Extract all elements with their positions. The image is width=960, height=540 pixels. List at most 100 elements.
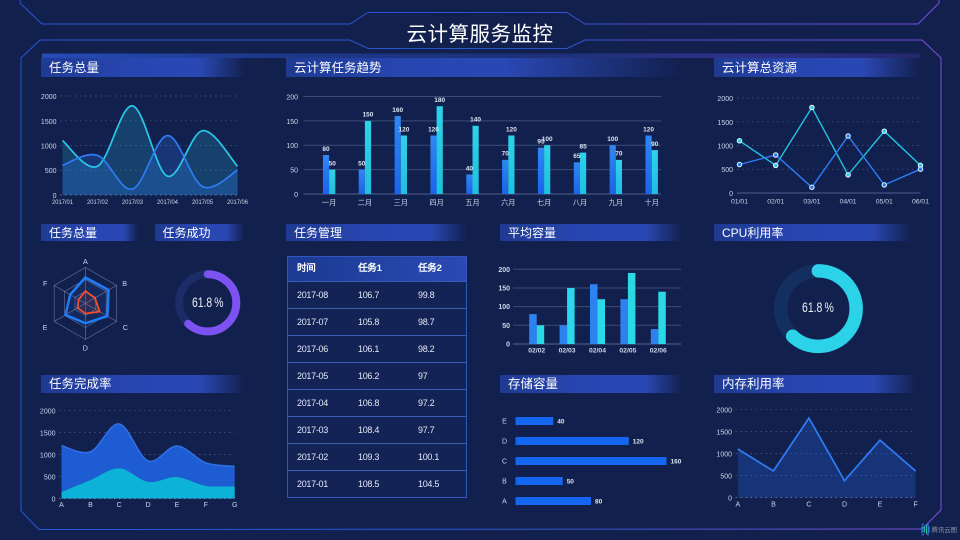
- svg-text:01/01: 01/01: [731, 199, 748, 206]
- svg-text:200: 200: [286, 95, 298, 102]
- svg-text:06/01: 06/01: [912, 199, 929, 206]
- svg-text:150: 150: [498, 286, 510, 293]
- svg-text:61.8 %: 61.8 %: [802, 300, 834, 315]
- svg-text:03/01: 03/01: [803, 199, 820, 206]
- svg-text:二月: 二月: [358, 198, 372, 207]
- svg-text:G: G: [232, 502, 237, 509]
- svg-text:0: 0: [53, 193, 57, 200]
- svg-text:腾讯云图: 腾讯云图: [932, 525, 958, 534]
- svg-text:C: C: [806, 502, 811, 509]
- svg-text:50: 50: [358, 160, 366, 167]
- svg-text:三月: 三月: [394, 198, 408, 207]
- svg-text:2017/02: 2017/02: [87, 199, 108, 206]
- svg-text:E: E: [43, 323, 48, 332]
- svg-text:90: 90: [651, 141, 659, 148]
- svg-text:95: 95: [537, 139, 545, 146]
- svg-text:02/01: 02/01: [767, 199, 784, 206]
- svg-text:0: 0: [506, 342, 510, 349]
- svg-text:500: 500: [45, 168, 57, 175]
- svg-text:E: E: [175, 502, 180, 509]
- svg-text:02/03: 02/03: [559, 348, 576, 355]
- svg-text:05/01: 05/01: [876, 199, 893, 206]
- svg-text:D: D: [83, 343, 88, 352]
- svg-text:十月: 十月: [645, 198, 659, 207]
- svg-text:1500: 1500: [41, 119, 57, 126]
- svg-text:50: 50: [290, 168, 298, 175]
- svg-text:B: B: [122, 279, 127, 288]
- svg-text:A: A: [83, 257, 88, 266]
- svg-text:85: 85: [579, 143, 587, 150]
- svg-text:2017/04: 2017/04: [157, 199, 178, 206]
- svg-text:B: B: [502, 479, 507, 486]
- svg-text:0: 0: [52, 497, 56, 504]
- svg-text:B: B: [771, 502, 776, 509]
- svg-text:0: 0: [728, 496, 732, 503]
- svg-text:D: D: [146, 502, 151, 509]
- svg-text:120: 120: [506, 126, 517, 133]
- svg-text:2017/03: 2017/03: [122, 199, 143, 206]
- svg-text:180: 180: [434, 97, 445, 104]
- svg-text:1500: 1500: [717, 120, 733, 127]
- svg-text:61.8 %: 61.8 %: [192, 295, 224, 310]
- svg-text:E: E: [502, 419, 507, 426]
- svg-text:2017/01: 2017/01: [52, 199, 73, 206]
- svg-text:E: E: [878, 502, 883, 509]
- svg-text:C: C: [117, 502, 122, 509]
- svg-text:02/05: 02/05: [619, 348, 636, 355]
- svg-text:F: F: [43, 279, 48, 288]
- svg-text:2017/06: 2017/06: [227, 199, 248, 206]
- svg-text:100: 100: [607, 136, 618, 143]
- svg-text:1000: 1000: [40, 452, 56, 459]
- svg-text:150: 150: [363, 112, 374, 119]
- svg-text:200: 200: [498, 267, 510, 274]
- svg-text:02/06: 02/06: [650, 348, 667, 355]
- svg-text:40: 40: [557, 419, 565, 426]
- svg-text:50: 50: [567, 479, 575, 486]
- svg-text:1000: 1000: [716, 451, 732, 458]
- svg-text:500: 500: [44, 474, 56, 481]
- svg-text:1000: 1000: [41, 144, 57, 151]
- svg-text:C: C: [123, 323, 128, 332]
- svg-text:A: A: [59, 502, 64, 509]
- svg-text:A: A: [735, 502, 740, 509]
- svg-text:80: 80: [322, 146, 330, 153]
- svg-text:F: F: [913, 502, 917, 509]
- svg-text:A: A: [502, 499, 507, 506]
- svg-text:一月: 一月: [322, 198, 336, 207]
- svg-text:D: D: [502, 439, 507, 446]
- svg-text:70: 70: [615, 151, 623, 158]
- svg-text:八月: 八月: [573, 198, 587, 207]
- svg-text:100: 100: [542, 136, 553, 143]
- svg-text:150: 150: [286, 119, 298, 126]
- svg-text:九月: 九月: [609, 198, 623, 207]
- svg-text:40: 40: [466, 165, 474, 172]
- svg-text:六月: 六月: [501, 198, 515, 207]
- svg-text:100: 100: [286, 143, 298, 150]
- svg-text:B: B: [88, 502, 93, 509]
- svg-text:140: 140: [470, 117, 481, 124]
- svg-text:D: D: [842, 502, 847, 509]
- svg-text:65: 65: [573, 153, 581, 160]
- svg-text:50: 50: [329, 160, 337, 167]
- svg-text:2017/05: 2017/05: [192, 199, 213, 206]
- svg-text:80: 80: [595, 499, 603, 506]
- svg-text:100: 100: [498, 304, 510, 311]
- svg-text:120: 120: [643, 126, 654, 133]
- svg-text:F: F: [204, 502, 208, 509]
- svg-text:120: 120: [428, 126, 439, 133]
- svg-text:C: C: [502, 459, 507, 466]
- svg-text:500: 500: [721, 167, 733, 174]
- svg-text:120: 120: [398, 126, 409, 133]
- svg-text:1500: 1500: [40, 430, 56, 437]
- svg-text:160: 160: [392, 107, 403, 114]
- svg-text:02/02: 02/02: [528, 348, 545, 355]
- svg-text:0: 0: [294, 192, 298, 199]
- svg-text:04/01: 04/01: [840, 199, 857, 206]
- svg-text:02/04: 02/04: [589, 348, 606, 355]
- svg-text:2000: 2000: [717, 96, 733, 103]
- svg-text:160: 160: [671, 459, 682, 466]
- svg-text:500: 500: [720, 473, 732, 480]
- svg-text:七月: 七月: [537, 198, 551, 207]
- svg-text:五月: 五月: [465, 198, 479, 207]
- svg-text:120: 120: [633, 439, 644, 446]
